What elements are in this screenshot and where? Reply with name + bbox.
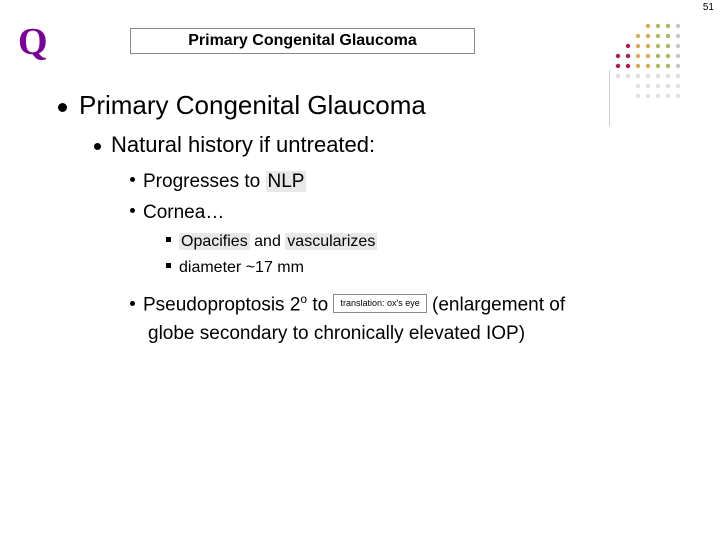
- bullet-icon: [130, 301, 135, 306]
- bullet-icon: [58, 103, 67, 112]
- text: diameter ~17 mm: [179, 259, 304, 276]
- list-item: Opacifies and vascularizes: [166, 229, 565, 255]
- bullet-icon: [94, 143, 101, 150]
- text: Progresses to: [143, 171, 266, 192]
- translation-box: translation: ox's eye: [333, 294, 426, 314]
- section-title: Primary Congenital Glaucoma: [58, 90, 426, 121]
- text: and: [250, 233, 286, 250]
- title-box: Primary Congenital Glaucoma: [130, 28, 475, 54]
- divider: [609, 70, 610, 126]
- subtitle-text: Natural history if untreated:: [111, 132, 375, 157]
- highlight-text: Opacifies: [179, 233, 250, 250]
- page-number: 51: [703, 2, 714, 13]
- q-marker: Q: [18, 20, 48, 64]
- subtitle: Natural history if untreated:: [94, 132, 375, 158]
- bullet-square-icon: [166, 263, 171, 268]
- list-item: Progresses to NLP: [130, 168, 565, 197]
- content-block: Progresses to NLP Cornea… Opacifies and …: [130, 168, 565, 349]
- bullet-square-icon: [166, 237, 171, 242]
- list-item: Cornea…: [130, 199, 565, 228]
- highlight-text: vascularizes: [285, 233, 377, 250]
- dots-decoration-icon: [606, 18, 696, 108]
- list-item: Pseudoproptosis 2o to translation: ox's …: [130, 290, 565, 348]
- text: globe secondary to chronically elevated …: [148, 320, 565, 349]
- text: (enlargement of: [427, 295, 565, 316]
- highlight-text: NLP: [266, 171, 307, 192]
- section-title-text: Primary Congenital Glaucoma: [79, 90, 426, 120]
- list-item: diameter ~17 mm: [166, 255, 565, 281]
- bullet-icon: [130, 208, 135, 213]
- text: to: [307, 295, 333, 316]
- text: Pseudoproptosis 2: [143, 295, 300, 316]
- sub-list: Opacifies and vascularizes diameter ~17 …: [166, 229, 565, 280]
- bullet-icon: [130, 177, 135, 182]
- text: Cornea…: [143, 202, 224, 223]
